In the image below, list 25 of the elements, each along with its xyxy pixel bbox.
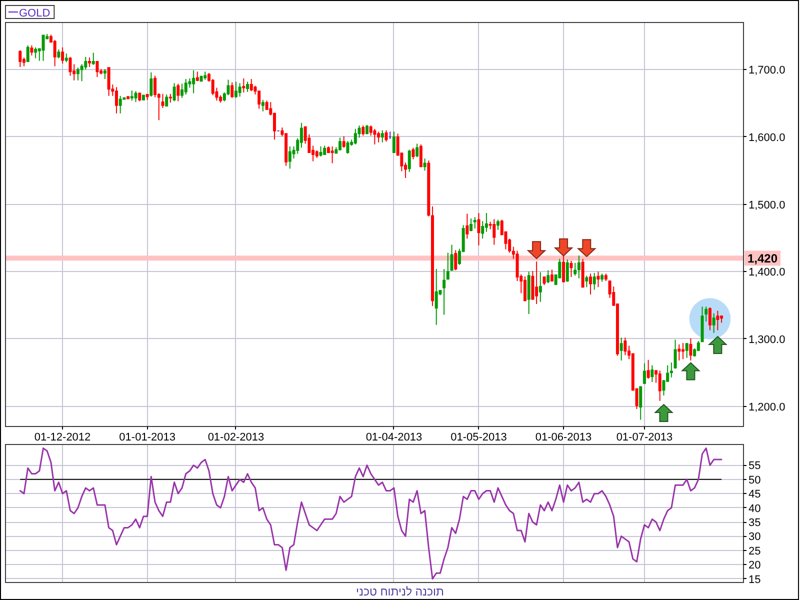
x-tick-label: 01-05-2013 [450, 432, 507, 444]
x-tick-label: 01-02-2013 [208, 432, 264, 444]
y-tick-label: 1,700.0 [748, 64, 786, 77]
y-tick-label: 1,400.0 [748, 266, 786, 279]
x-tick-label: 01-01-2013 [119, 432, 176, 444]
y-tick-label: 1,500.0 [748, 199, 786, 212]
y-tick-label: 35 [748, 517, 761, 530]
y-tick-label: 25 [748, 545, 761, 558]
y-tick-label: 1,200.0 [748, 401, 786, 414]
ref-line-label: 1,420 [748, 251, 778, 266]
y-tick-label: 1,600.0 [748, 132, 786, 144]
y-tick-label: 30 [748, 531, 761, 544]
text: תוכנה לניתוח טכני [356, 586, 444, 598]
x-tick-label: 01-12-2012 [34, 432, 91, 444]
y-tick-label: 50 [748, 474, 761, 486]
y-tick-label: 55 [748, 460, 761, 472]
y-tick-label: 40 [748, 502, 761, 515]
x-tick-label: 01-07-2013 [616, 432, 673, 444]
y-tick-label: 45 [748, 488, 761, 501]
y-tick-label: 20 [748, 560, 761, 572]
series-label: GOLD [19, 8, 50, 20]
x-tick-label: 01-06-2013 [535, 432, 592, 444]
y-tick-label: 15 [748, 574, 761, 586]
y-tick-label: 1,300.0 [748, 334, 786, 346]
x-tick-label: 01-04-2013 [366, 432, 422, 444]
